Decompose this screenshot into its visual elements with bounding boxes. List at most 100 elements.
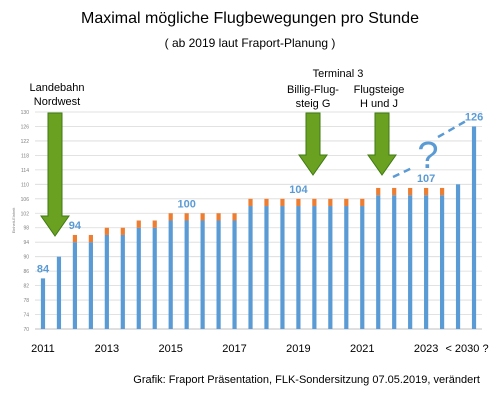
bar-base (360, 206, 365, 329)
bar-extra (344, 198, 349, 207)
bar-base (471, 126, 477, 329)
y-axis-label: Einheit-Einheit (11, 207, 16, 234)
y-tick-label: 78 (23, 298, 29, 304)
y-tick-label: 98 (23, 226, 29, 232)
y-tick-label: 102 (21, 211, 30, 217)
x-tick-label: 2017 (222, 343, 246, 355)
bar-base (184, 220, 189, 329)
bar-base (200, 220, 205, 329)
bar-base (312, 206, 317, 329)
bar-extra (120, 227, 125, 235)
bar-extra (328, 198, 333, 207)
y-tick-label: 130 (21, 110, 30, 116)
bar-extra (264, 198, 269, 207)
x-tick-label: 2023 (414, 343, 438, 355)
bar-base (168, 220, 173, 329)
bar-extra (360, 198, 365, 207)
trend-dash-right (437, 119, 467, 139)
y-tick-label: 90 (23, 255, 29, 261)
arrow-flugsteige (367, 112, 397, 176)
bar-extra (296, 198, 301, 207)
bar-base (408, 195, 413, 329)
bar-base (264, 206, 269, 329)
y-tick-label: 126 (21, 124, 30, 130)
data-label: 100 (177, 198, 195, 210)
gridlines (35, 111, 482, 330)
x-tick-label: 2021 (350, 343, 374, 355)
annotation-flugsteige: Flugsteige (354, 84, 405, 96)
bar-base (88, 242, 93, 329)
bar-base (455, 184, 461, 329)
bar-extra (248, 198, 253, 207)
bar-base (296, 206, 301, 329)
data-labels: 84 94 100 104 107 126 (37, 111, 483, 275)
trend-dash-left (392, 166, 413, 179)
y-axis: 70 74 78 82 86 90 94 98 102 106 110 114 118 122 126 130… (11, 110, 482, 333)
arrow-landebahn (40, 112, 70, 237)
y-tick-label: 74 (23, 313, 29, 319)
chart-title: Maximal mögliche Flugbewegungen pro Stun… (81, 10, 419, 27)
bar-extra (312, 198, 317, 207)
question-mark: ? (417, 135, 438, 177)
data-label: 104 (289, 184, 308, 196)
bar-extra (439, 187, 445, 196)
bar-extra (136, 220, 141, 228)
bar-base (439, 195, 445, 329)
bar-extra (72, 234, 78, 243)
bar-extra (376, 187, 381, 196)
bar-base (152, 227, 157, 329)
y-tick-label: 106 (21, 197, 30, 203)
bar-base (248, 206, 253, 329)
data-label: 94 (69, 220, 82, 232)
bar-extra (152, 220, 157, 228)
y-tick-label: 118 (21, 153, 29, 159)
bar-base (424, 195, 429, 329)
bar-extra (104, 227, 109, 235)
x-tick-label: < 2030 ? (445, 343, 488, 355)
annotation-terminal: Terminal 3 (313, 68, 364, 80)
data-label: 84 (37, 263, 50, 275)
annotation-nordwest: Nordwest (34, 96, 80, 108)
bar-base (232, 220, 237, 329)
bar-base (328, 206, 333, 329)
data-label: 107 (417, 173, 435, 185)
bar-extra (168, 213, 173, 221)
bar-base (376, 195, 381, 329)
bars (40, 126, 477, 329)
bar-base (72, 242, 78, 329)
bar-extra (408, 187, 413, 196)
bar-extra (280, 198, 285, 207)
bar-base (104, 234, 109, 329)
y-tick-label: 122 (21, 139, 30, 145)
bar-base (280, 206, 285, 329)
bar-base (120, 234, 125, 329)
bar-extra (184, 213, 189, 221)
annotation-h-und-j: H und J (360, 98, 398, 110)
bar-extra (216, 213, 221, 221)
y-tick-label: 70 (23, 327, 29, 333)
annotation-steig-g: steig G (296, 98, 331, 110)
arrow-billig-flugsteig (298, 112, 328, 176)
y-tick-label: 110 (21, 182, 29, 188)
bar-base (344, 206, 349, 329)
bar-extra (392, 187, 397, 196)
x-tick-label: 2019 (286, 343, 310, 355)
y-tick-label: 94 (23, 240, 29, 246)
annotation-billig-flug: Billig-Flug- (287, 84, 339, 96)
bar-base (392, 195, 397, 329)
x-tick-label: 2015 (158, 343, 182, 355)
data-label: 126 (465, 111, 483, 123)
x-tick-label: 2011 (31, 343, 55, 355)
chart-subtitle: ( ab 2019 laut Fraport-Planung ) (164, 36, 336, 50)
bar-base (216, 220, 221, 329)
bar-extra (232, 213, 237, 221)
x-axis: 2011 2013 2015 2017 2019 2021 2023 < 2030 ? (31, 343, 488, 355)
bar-extra (200, 213, 205, 221)
y-tick-label: 86 (23, 269, 29, 275)
bar-extra (88, 234, 93, 243)
annotations: Landebahn Nordwest Terminal 3 Billig-Flug-s… (29, 68, 467, 237)
bar-base (56, 256, 62, 329)
bar-base (136, 227, 141, 329)
y-tick-label: 82 (23, 284, 29, 290)
